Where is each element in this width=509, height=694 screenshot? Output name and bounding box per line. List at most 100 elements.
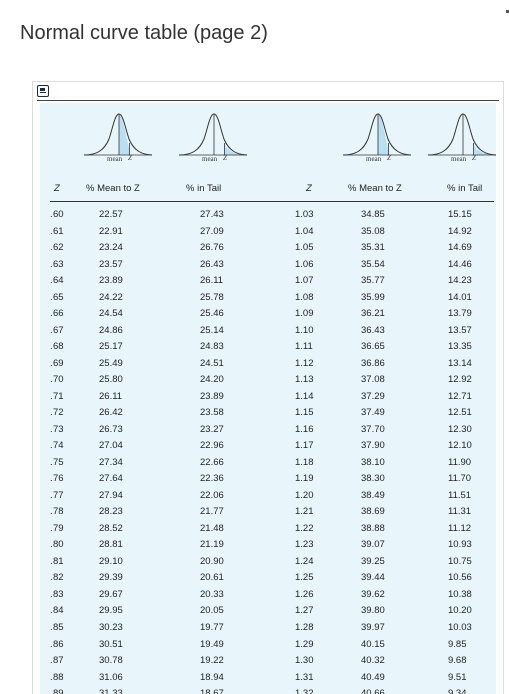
cell-z: 1.05	[295, 242, 314, 254]
cell-mean-to-z: 40.15	[361, 638, 385, 650]
cell-mean-to-z: 35.54	[361, 258, 385, 270]
cell-in-tail: 18.67	[200, 688, 224, 694]
cell-z: 1.30	[295, 655, 314, 667]
cell-in-tail: 10.38	[448, 588, 472, 600]
cell-mean-to-z: 35.77	[361, 275, 385, 287]
cell-mean-to-z: 26.73	[99, 423, 123, 435]
table-row: . 64 23.89 26.11 1.07 35.77 14.23	[40, 275, 496, 292]
cell-mean-to-z: 29.39	[99, 572, 123, 584]
cell-z: 1.19	[295, 473, 314, 485]
cell-z: 1.10	[295, 324, 314, 336]
cell-z: 88	[53, 671, 64, 683]
cell-z: 1.03	[295, 209, 314, 220]
expand-icon[interactable]	[37, 85, 49, 97]
decimal-point: .	[50, 423, 53, 435]
decimal-point: .	[50, 209, 53, 220]
cell-mean-to-z: 22.57	[99, 209, 123, 220]
cell-z: 1.16	[295, 423, 314, 435]
cell-z: 1.31	[295, 671, 314, 683]
cell-in-tail: 12.10	[448, 440, 472, 452]
cell-z: 1.20	[295, 489, 314, 501]
cell-z: 79	[53, 522, 64, 534]
cell-mean-to-z: 40.32	[361, 655, 385, 667]
header-in-tail: % in Tail	[186, 183, 222, 194]
cell-mean-to-z: 36.21	[361, 308, 385, 320]
table-row: . 76 27.64 22.36 1.19 38.30 11.70	[40, 473, 496, 490]
cell-mean-to-z: 25.80	[99, 374, 123, 386]
decimal-point: .	[50, 506, 53, 518]
cell-z: 76	[53, 473, 64, 485]
cell-z: 74	[53, 440, 64, 452]
cell-z: 1.14	[295, 390, 314, 402]
cell-z: 73	[53, 423, 64, 435]
curve-tail-icon: mean Z	[427, 113, 496, 163]
cell-z: 1.22	[295, 522, 314, 534]
table-row: . 61 22.91 27.09 1.04 35.08 14.92	[40, 226, 496, 243]
decimal-point: .	[50, 440, 53, 452]
cell-z: 1.21	[295, 506, 314, 518]
cell-mean-to-z: 29.10	[99, 555, 123, 567]
decimal-point: .	[50, 572, 53, 584]
cell-mean-to-z: 24.86	[99, 324, 123, 336]
header-z: Z	[54, 183, 60, 194]
cell-in-tail: 12.92	[448, 374, 472, 386]
header-in-tail: % in Tail	[447, 183, 483, 194]
cell-mean-to-z: 27.64	[99, 473, 123, 485]
cell-in-tail: 25.14	[200, 324, 224, 336]
decimal-point: .	[50, 539, 53, 551]
cell-mean-to-z: 23.24	[99, 242, 123, 254]
decimal-point: .	[50, 291, 53, 303]
cell-z: 66	[53, 308, 64, 320]
cell-in-tail: 19.22	[200, 655, 224, 667]
decimal-point: .	[50, 688, 53, 694]
z-label: Z	[472, 154, 476, 162]
cell-in-tail: 9.68	[448, 655, 467, 667]
cell-in-tail: 13.35	[448, 341, 472, 353]
cell-z: 85	[53, 622, 64, 633]
cell-mean-to-z: 30.23	[99, 622, 123, 633]
cell-in-tail: 11.90	[448, 456, 472, 468]
table-row: . 69 25.49 24.51 1.12 36.86 13.14	[40, 358, 496, 375]
cell-in-tail: 10.20	[448, 605, 472, 617]
cell-mean-to-z: 26.11	[99, 390, 123, 402]
table-row: . 79 28.52 21.48 1.22 38.88 11.12	[40, 523, 496, 540]
decimal-point: .	[50, 671, 53, 683]
cell-z: 83	[53, 588, 64, 600]
cell-z: 1.15	[295, 407, 314, 419]
cell-z: 1.12	[295, 357, 314, 369]
cell-in-tail: 12.30	[448, 423, 472, 435]
cell-mean-to-z: 40.66	[361, 688, 385, 694]
table-row: . 82 29.39 20.61 1.25 39.44 10.56	[40, 572, 496, 589]
cell-in-tail: 10.93	[448, 539, 472, 551]
cell-z: 60	[53, 209, 64, 220]
cell-in-tail: 14.23	[448, 275, 472, 287]
cell-z: 1.24	[295, 555, 314, 567]
cell-z: 67	[53, 324, 64, 336]
cell-mean-to-z: 23.57	[99, 258, 123, 270]
table-row: . 60 22.57 27.43 1.03 34.85 15.15	[40, 209, 496, 226]
header-divider	[50, 201, 494, 202]
cell-mean-to-z: 31.06	[99, 671, 123, 683]
cell-z: 71	[53, 390, 64, 402]
cell-z: 78	[53, 506, 64, 518]
decimal-point: .	[50, 407, 53, 419]
cell-mean-to-z: 36.65	[361, 341, 385, 353]
cell-in-tail: 19.49	[200, 638, 224, 650]
cell-z: 62	[53, 242, 64, 254]
cell-z: 89	[53, 688, 64, 694]
cell-in-tail: 15.15	[448, 209, 472, 220]
table-row: . 81 29.10 20.90 1.24 39.25 10.75	[40, 556, 496, 573]
curve-tail-icon: mean Z	[178, 113, 247, 163]
table-row: . 62 23.24 26.76 1.05 35.31 14.69	[40, 242, 496, 259]
cell-z: 1.18	[295, 456, 314, 468]
cell-z: 1.32	[295, 688, 314, 694]
mean-label: mean	[451, 155, 467, 163]
table-row: . 75 27.34 22.66 1.18 38.10 11.90	[40, 457, 496, 474]
normal-table: mean Z mean Z mean Z	[40, 103, 496, 694]
cell-z: 72	[53, 407, 64, 419]
cell-in-tail: 9.51	[448, 671, 467, 683]
cell-mean-to-z: 37.70	[361, 423, 385, 435]
cell-mean-to-z: 37.49	[361, 407, 385, 419]
cell-in-tail: 18.94	[200, 671, 224, 683]
panel-toolbar	[33, 82, 503, 101]
